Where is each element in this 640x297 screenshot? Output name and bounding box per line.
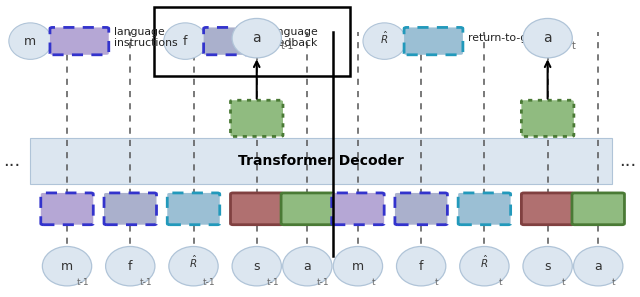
Text: $\hat{R}$: $\hat{R}$ bbox=[189, 254, 198, 270]
Text: t-1: t-1 bbox=[281, 40, 294, 50]
FancyBboxPatch shape bbox=[522, 100, 574, 136]
Text: f: f bbox=[419, 260, 424, 273]
Text: t-1: t-1 bbox=[77, 279, 89, 287]
Text: language
instructions: language instructions bbox=[114, 27, 177, 48]
FancyBboxPatch shape bbox=[41, 193, 93, 225]
Text: m: m bbox=[24, 35, 36, 48]
FancyBboxPatch shape bbox=[522, 193, 574, 225]
Text: a: a bbox=[252, 31, 261, 45]
FancyBboxPatch shape bbox=[204, 27, 262, 55]
Ellipse shape bbox=[523, 247, 572, 286]
FancyBboxPatch shape bbox=[404, 27, 463, 55]
Text: f: f bbox=[183, 35, 188, 48]
Text: t: t bbox=[499, 279, 502, 287]
Text: m: m bbox=[352, 260, 364, 273]
Text: t-1: t-1 bbox=[140, 279, 152, 287]
Text: a: a bbox=[303, 260, 311, 273]
Text: return-to-go: return-to-go bbox=[468, 33, 534, 42]
FancyBboxPatch shape bbox=[395, 193, 447, 225]
Text: a: a bbox=[595, 260, 602, 273]
FancyBboxPatch shape bbox=[281, 193, 333, 225]
Text: s: s bbox=[253, 260, 260, 273]
Text: t-1: t-1 bbox=[266, 279, 279, 287]
Ellipse shape bbox=[333, 247, 383, 286]
Text: t: t bbox=[435, 279, 439, 287]
FancyBboxPatch shape bbox=[572, 193, 625, 225]
FancyBboxPatch shape bbox=[458, 193, 511, 225]
Text: m: m bbox=[61, 260, 73, 273]
Text: Transformer Decoder: Transformer Decoder bbox=[238, 154, 404, 168]
Text: $\hat{R}$: $\hat{R}$ bbox=[380, 29, 388, 46]
Ellipse shape bbox=[397, 247, 446, 286]
Ellipse shape bbox=[232, 247, 282, 286]
Text: t: t bbox=[562, 279, 565, 287]
FancyBboxPatch shape bbox=[50, 27, 109, 55]
Ellipse shape bbox=[460, 247, 509, 286]
Text: s: s bbox=[545, 260, 551, 273]
Ellipse shape bbox=[9, 23, 52, 59]
Text: ...: ... bbox=[3, 152, 20, 170]
FancyBboxPatch shape bbox=[230, 100, 283, 136]
Ellipse shape bbox=[573, 247, 623, 286]
Text: t: t bbox=[372, 279, 376, 287]
Ellipse shape bbox=[363, 23, 406, 59]
Text: f: f bbox=[128, 260, 132, 273]
FancyBboxPatch shape bbox=[104, 193, 157, 225]
Text: language
feedback: language feedback bbox=[268, 27, 318, 48]
Text: ...: ... bbox=[620, 152, 637, 170]
Text: t-1: t-1 bbox=[203, 279, 216, 287]
Ellipse shape bbox=[169, 247, 218, 286]
FancyBboxPatch shape bbox=[332, 193, 384, 225]
Text: t: t bbox=[612, 279, 616, 287]
Text: a: a bbox=[543, 31, 552, 45]
Text: t-1: t-1 bbox=[317, 279, 330, 287]
Ellipse shape bbox=[523, 18, 572, 58]
Ellipse shape bbox=[42, 247, 92, 286]
Ellipse shape bbox=[106, 247, 155, 286]
Ellipse shape bbox=[283, 247, 332, 286]
Text: $\hat{R}$: $\hat{R}$ bbox=[480, 254, 488, 270]
FancyBboxPatch shape bbox=[30, 138, 612, 184]
Ellipse shape bbox=[232, 18, 282, 58]
Ellipse shape bbox=[164, 23, 207, 59]
FancyBboxPatch shape bbox=[230, 193, 283, 225]
Text: t: t bbox=[572, 40, 575, 50]
FancyBboxPatch shape bbox=[167, 193, 220, 225]
